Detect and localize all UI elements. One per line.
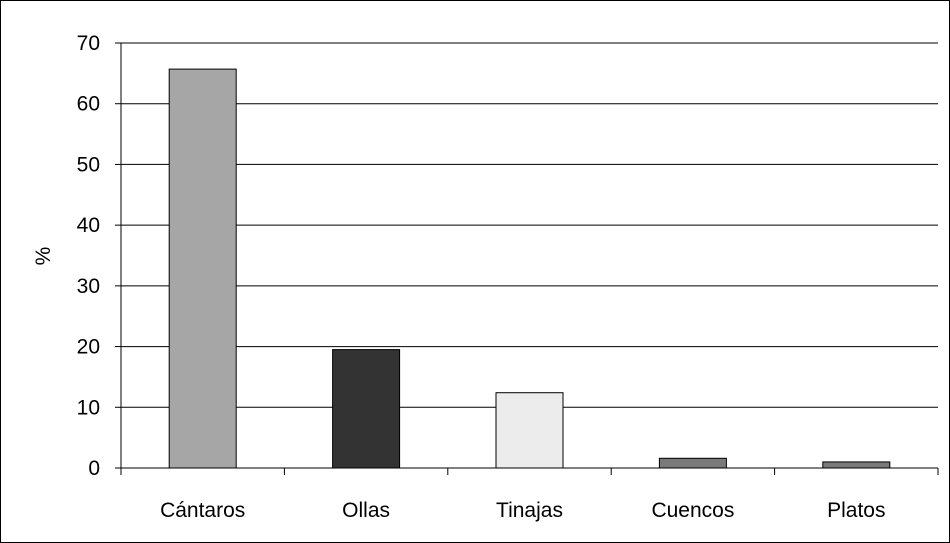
y-tick-label: 60 <box>77 93 100 116</box>
gridlines <box>121 42 938 408</box>
y-tick-label: 70 <box>77 32 100 55</box>
x-tick-label: Cántaros <box>160 499 245 522</box>
x-tick-label: Ollas <box>342 499 390 522</box>
bar-2 <box>495 392 564 469</box>
y-tick-label: 10 <box>77 396 100 419</box>
bar-4 <box>822 461 891 469</box>
x-tick-label: Tinajas <box>496 499 563 522</box>
x-tick-label: Cuencos <box>651 499 734 522</box>
y-tick-label: 30 <box>77 275 100 298</box>
y-tick-labels: 0 10 20 30 40 50 60 70 <box>77 32 100 480</box>
x-tick-label: Platos <box>827 499 885 522</box>
y-axis-title: % <box>32 247 55 266</box>
bar-1 <box>332 349 401 469</box>
y-tick-label: 20 <box>77 336 100 359</box>
bar-0 <box>168 68 237 469</box>
bars <box>168 68 891 469</box>
y-tick-label: 0 <box>88 457 100 480</box>
y-tick-label: 40 <box>77 214 100 237</box>
x-tick-labels: Cántaros Ollas Tinajas Cuencos Platos <box>160 499 885 522</box>
axes <box>115 42 939 475</box>
y-tick-label: 50 <box>77 153 100 176</box>
bar-3 <box>658 457 727 469</box>
